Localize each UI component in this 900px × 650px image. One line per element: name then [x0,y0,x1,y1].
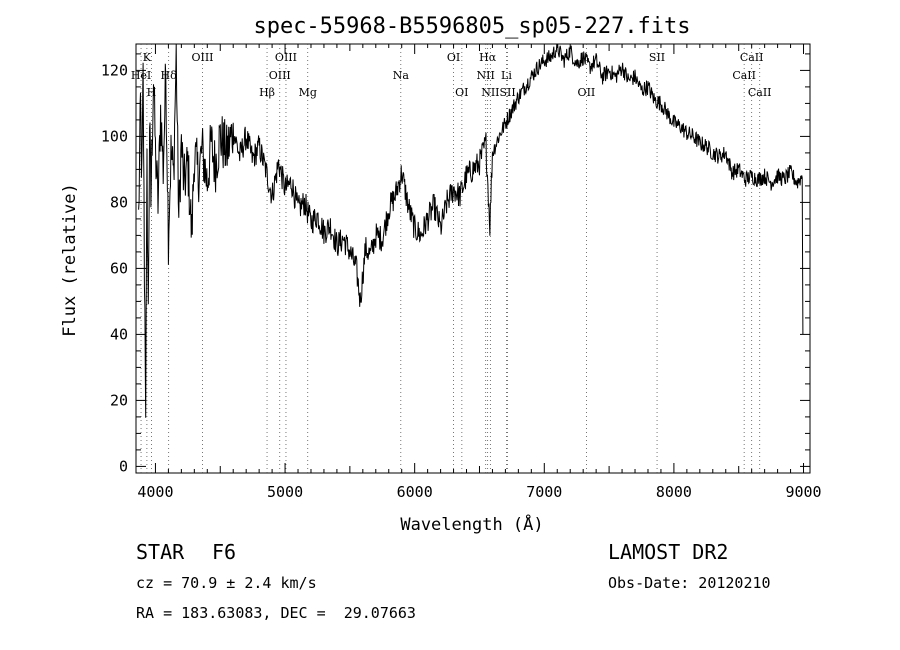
line-marker-label-2: Hδ [161,69,178,82]
subclass-label: F6 [212,540,237,564]
x-tick-label: 5000 [267,483,303,501]
line-marker-label-1: HeI [131,69,151,82]
plot-frame [135,43,811,474]
x-tick-label: 8000 [656,483,692,501]
line-marker-label-3: H [147,86,157,99]
line-marker-label-8: Mg [299,86,317,99]
y-tick-label: 80 [110,193,128,211]
survey-label: LAMOST DR2 [608,540,729,564]
y-axis-label: Flux (relative) [60,183,80,337]
spectrum-series-0 [138,43,804,418]
line-marker-label-11: OI [455,86,468,99]
y-tick-label: 0 [119,457,128,475]
line-marker-label-10: OI [447,51,460,64]
obs-date-text: Obs-Date: 20120210 [608,574,771,592]
line-marker-label-15: NII [481,86,499,99]
object-class-label: STAR [136,540,185,564]
line-marker-label-19: CaII [740,51,764,64]
chart-title: spec-55968-B5596805_sp05-227.fits [253,14,690,39]
line-marker-label-13: NII [477,69,495,82]
y-tick-label: 120 [101,61,128,79]
line-marker-label-0: K [143,51,152,64]
x-axis-label: Wavelength (Å) [400,513,543,535]
x-tick-label: 4000 [137,483,173,501]
y-tick-label: 100 [101,127,128,145]
redshift-text: cz = 70.9 ± 2.4 km/s [136,574,317,592]
coordinates-text: RA = 183.63083, DEC = 29.07663 [136,604,416,622]
line-marker-label-5: OIII [275,51,297,64]
x-tick-label: 7000 [526,483,562,501]
line-marker-label-9: Na [393,69,410,82]
line-marker-label-16: SII [499,86,515,99]
line-marker-label-12: Hα [479,51,497,64]
spectrum-chart: spec-55968-B5596805_sp05-227.fits K HeI Hδ… [60,14,822,535]
x-tick-label: 6000 [397,483,433,501]
y-tick-label: 60 [110,259,128,277]
line-marker-label-18: SII [649,51,665,64]
line-marker-label-21: CaII [748,86,772,99]
line-marker-label-14: Li [501,69,512,82]
line-marker-label-4: OIII [191,51,213,64]
line-marker-label-6: OIII [269,69,291,82]
x-tick-label: 9000 [785,483,821,501]
line-marker-label-7: Hβ [259,86,275,99]
y-tick-label: 20 [110,391,128,409]
line-marker-label-20: CaII [732,69,756,82]
y-tick-label: 40 [110,325,128,343]
line-marker-label-17: OII [578,86,596,99]
